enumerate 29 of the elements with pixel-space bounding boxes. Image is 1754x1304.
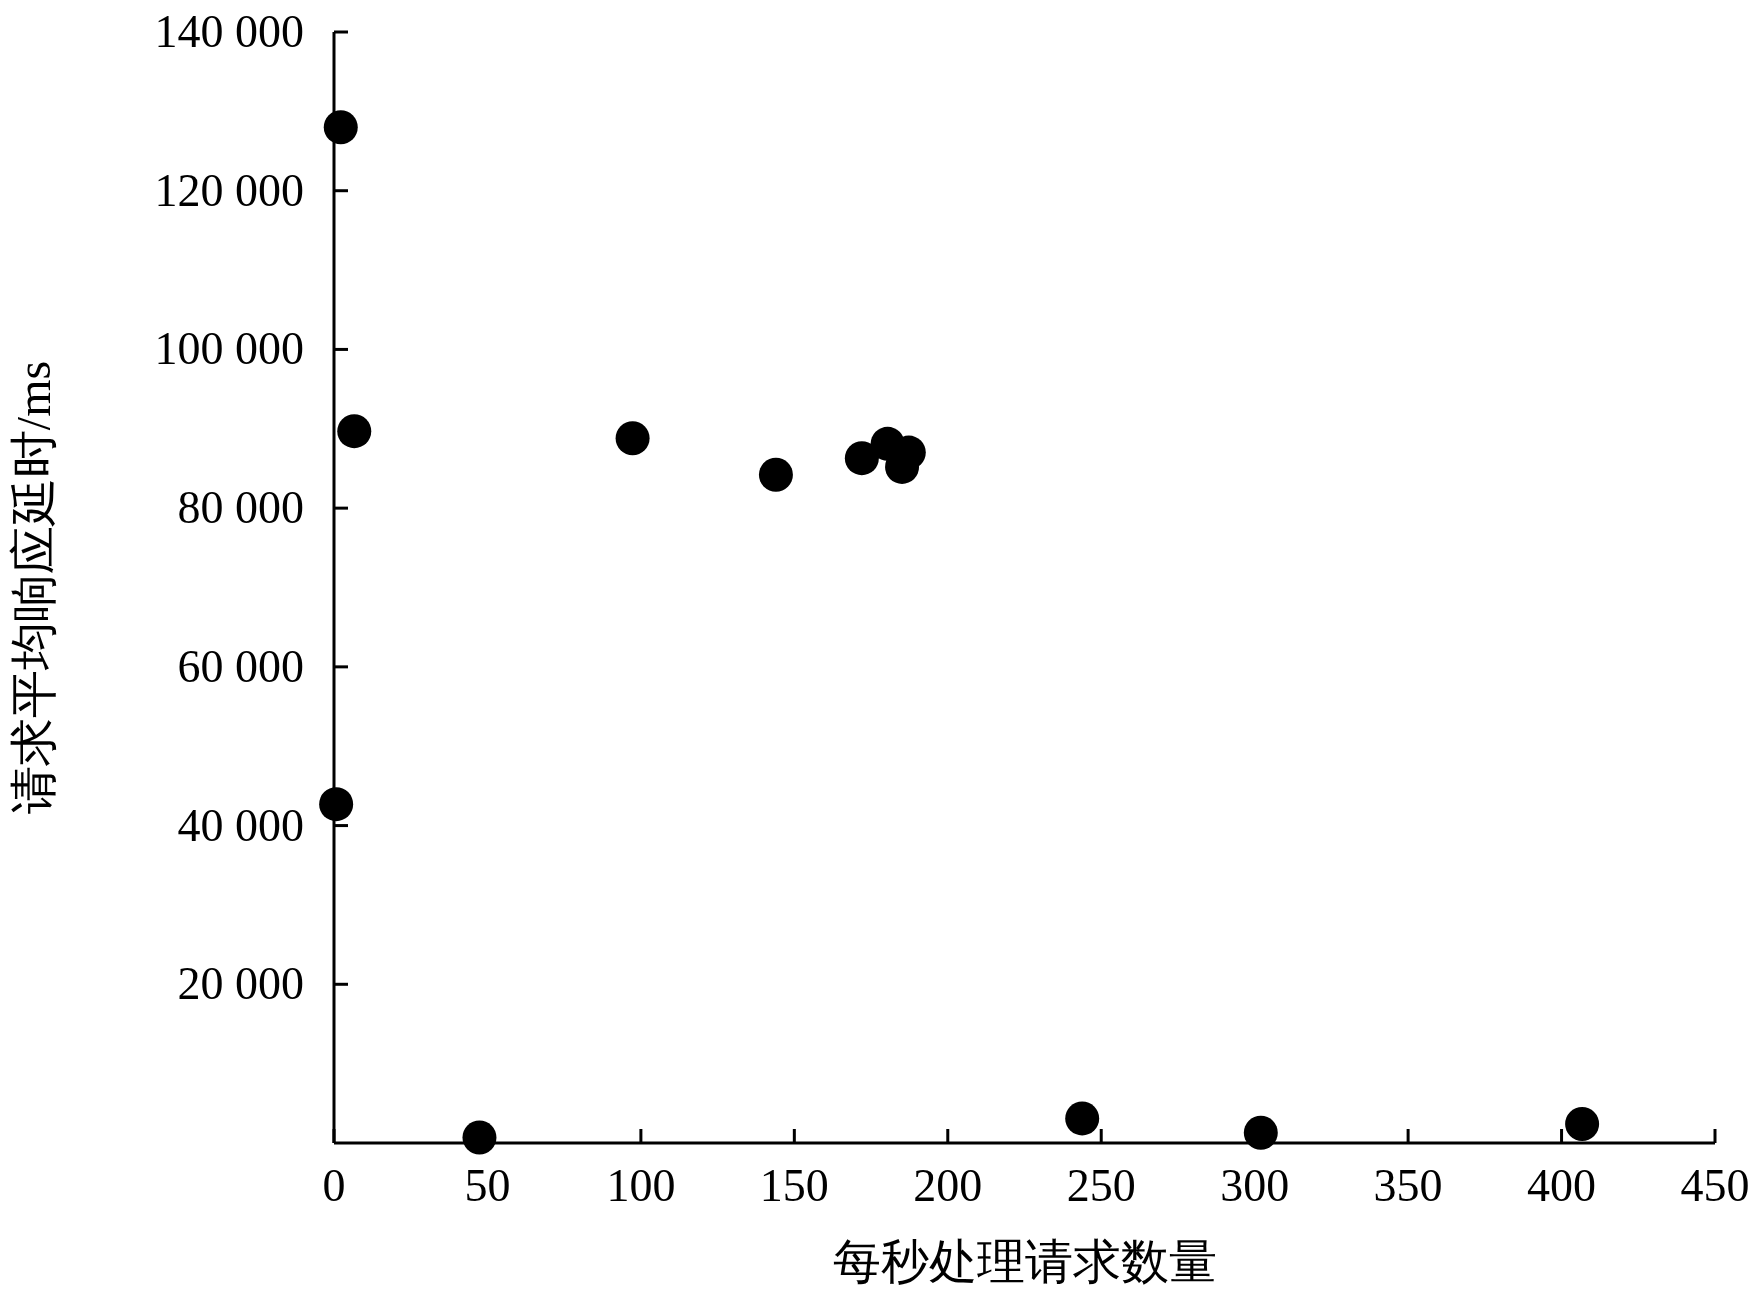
x-tick-label: 350 xyxy=(1373,1160,1443,1211)
y-tick-label: 100 000 xyxy=(154,323,304,375)
point xyxy=(462,1120,497,1155)
x-tick-label: 100 xyxy=(606,1160,676,1211)
y-axis-title: 请求平均响应延时/ms xyxy=(7,360,60,815)
x-axis-title: 每秒处理请求数量 xyxy=(832,1235,1217,1288)
y-tick-label: 140 000 xyxy=(154,6,304,57)
y-tick-label: 40 000 xyxy=(177,799,304,851)
point xyxy=(323,110,358,145)
x-tick-label: 450 xyxy=(1680,1160,1750,1211)
point xyxy=(758,457,793,492)
x-tick-label: 150 xyxy=(759,1160,829,1211)
x-tick-label: 300 xyxy=(1220,1160,1290,1211)
x-tick-label: 200 xyxy=(913,1160,983,1211)
y-tick-label: 80 000 xyxy=(177,482,304,534)
y-tick-label: 60 000 xyxy=(177,640,304,692)
point xyxy=(337,414,372,449)
point xyxy=(1243,1115,1278,1150)
y-tick-label: 20 000 xyxy=(177,958,304,1010)
point xyxy=(615,421,650,456)
point xyxy=(1065,1101,1100,1136)
point xyxy=(1565,1106,1600,1141)
point xyxy=(844,441,879,476)
x-tick-label: 50 xyxy=(464,1160,511,1211)
point xyxy=(319,787,354,822)
y-tick-label: 120 000 xyxy=(154,164,304,216)
x-tick-label: 250 xyxy=(1066,1160,1136,1211)
x-tick-label: 400 xyxy=(1527,1160,1597,1211)
x-tick-label: 0 xyxy=(322,1160,346,1211)
